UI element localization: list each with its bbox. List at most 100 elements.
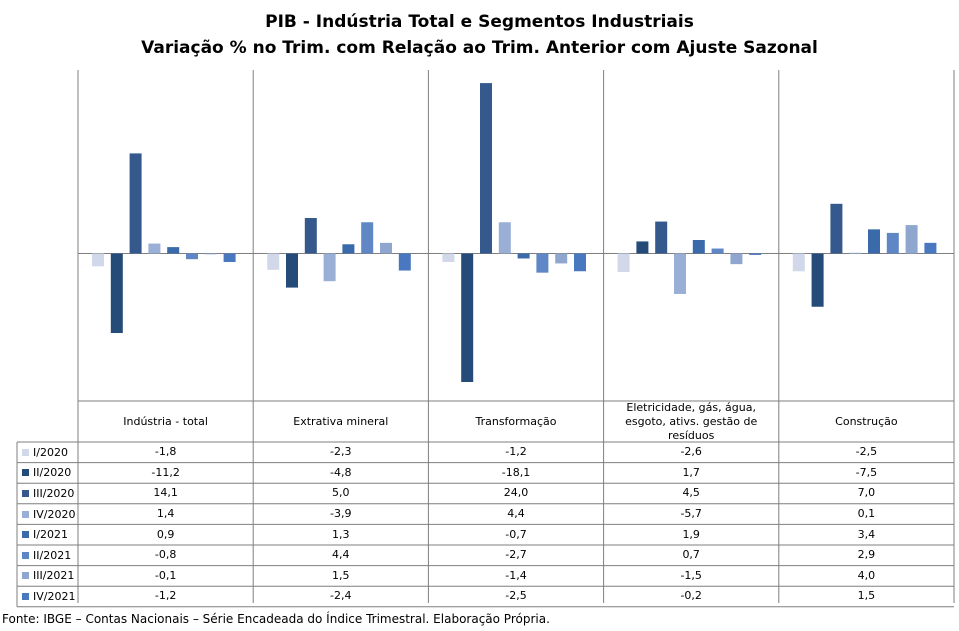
legend-swatch [22,551,29,559]
data-label: 4,0 [857,568,876,582]
data-label: -0,2 [680,589,702,603]
bar [223,253,236,263]
bar [380,242,392,254]
bar [92,253,104,267]
bar [129,153,142,254]
data-label: 5,0 [332,486,350,500]
legend-label: II/2021 [33,548,72,562]
bar [555,253,568,264]
bar [342,244,355,254]
bar [442,253,455,263]
data-label: 0,1 [857,507,876,521]
bar [792,253,805,272]
data-label: -0,7 [505,527,527,541]
bar [574,253,586,272]
data-label: -2,3 [330,445,352,459]
data-label: -1,2 [154,589,177,603]
bar [811,253,824,307]
data-label: -1,8 [154,445,177,459]
data-label: -4,8 [330,465,352,479]
data-label: 1,5 [332,568,350,582]
data-label: -3,9 [330,507,352,521]
data-label: -2,7 [505,548,527,562]
data-label: 4,5 [682,486,700,500]
data-label: 3,4 [857,527,876,541]
bar [849,252,862,254]
bar [167,247,180,254]
legend-label: IV/2021 [33,589,76,603]
data-label: 1,4 [156,507,175,521]
bar [498,222,511,254]
legend-swatch [22,572,29,580]
bar [480,83,492,254]
bar [924,242,937,254]
data-label: 7,0 [857,486,876,500]
bar [461,253,474,383]
legend-label: III/2020 [33,486,75,500]
data-label: 0,9 [156,527,175,541]
category-label: Indústria - total [123,414,208,428]
data-label: -7,5 [855,465,878,479]
data-label: 1,3 [332,527,350,541]
bar [730,253,743,265]
bar [267,253,280,270]
bar [304,218,317,254]
bar [711,248,724,254]
legend-entry: II/2021 [18,545,78,566]
legend-entry: I/2021 [18,524,78,545]
legend-entry: IV/2020 [18,504,78,525]
data-label: 1,5 [857,589,876,603]
data-label: -5,7 [680,507,702,521]
bar [204,253,217,255]
data-label: -2,5 [855,445,878,459]
legend-entry: IV/2021 [18,586,78,607]
legend-label: III/2021 [33,569,75,583]
category-label: Extrativa mineral [293,414,389,428]
legend-entry: I/2020 [18,442,78,463]
bar [636,241,649,254]
bar [868,229,880,254]
legend-label: II/2020 [33,466,72,480]
bar [517,253,530,259]
legend-label: I/2020 [33,445,68,459]
bar [148,243,161,254]
data-label: -2,5 [505,589,527,603]
data-label: -2,4 [330,589,352,603]
legend-swatch [22,489,29,497]
legend-entry: III/2021 [18,566,78,587]
legend-swatch [22,448,29,456]
data-label: -1,5 [680,568,702,582]
chart-subtitle: Variação % no Trim. com Relação ao Trim.… [141,38,818,58]
category-label: Eletricidade, gás, água, esgoto, ativs. … [625,400,758,442]
data-label: 2,9 [857,548,876,562]
legend-swatch [22,531,29,539]
bar [186,253,198,260]
data-label: 1,7 [682,465,700,479]
bar [398,253,411,271]
legend-label: IV/2020 [33,507,76,521]
bar [674,253,686,294]
bar [886,232,899,254]
category-label: Transformação [475,414,557,428]
source-note: Fonte: IBGE – Contas Nacionais – Série E… [2,612,550,626]
legend-swatch [22,510,29,518]
legend-swatch [22,592,29,600]
legend-label: I/2021 [33,528,68,542]
bar [110,253,123,334]
data-label: -18,1 [501,465,531,479]
data-label: 24,0 [503,486,529,500]
data-label: -0,8 [154,548,177,562]
bar [905,225,918,254]
data-label: -0,1 [154,568,177,582]
bar [361,222,374,254]
legend-entry: II/2020 [18,463,78,484]
chart-title: PIB - Indústria Total e Segmentos Indust… [265,12,694,32]
data-label: 1,9 [682,527,700,541]
data-label: -11,2 [151,465,180,479]
bar [617,253,630,272]
bar [830,203,843,254]
bar [749,253,762,255]
legend-entry: III/2020 [18,483,78,504]
data-label: 4,4 [507,507,525,521]
